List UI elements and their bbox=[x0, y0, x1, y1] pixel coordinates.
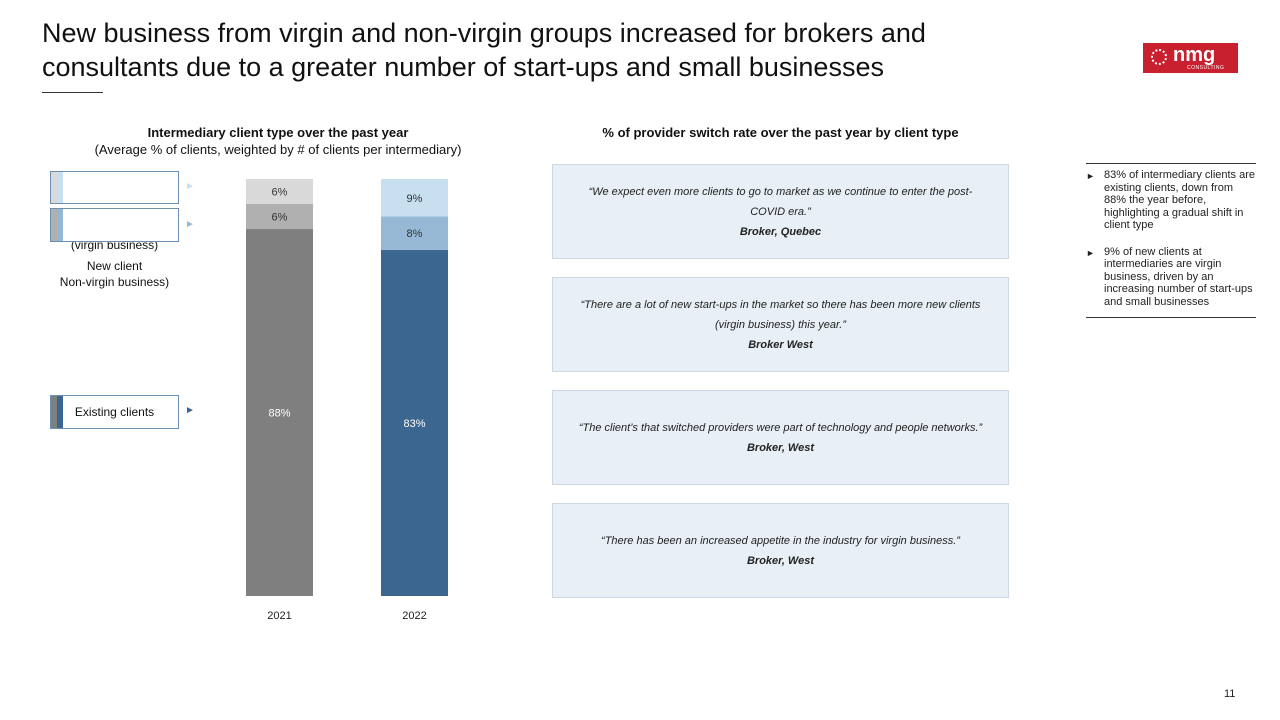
key-insights: ► 83% of intermediary clients are existi… bbox=[1086, 163, 1256, 318]
bar-segment-2022-0 bbox=[381, 249, 448, 596]
x-tick-label: 2022 bbox=[402, 610, 426, 622]
quote-source: Broker, Quebec bbox=[739, 225, 822, 238]
quote-text: “There has been an increased appetite in… bbox=[601, 534, 960, 547]
quote-source: Broker, West bbox=[746, 441, 815, 454]
legend-virgin: New client (virgin business) bbox=[50, 171, 179, 252]
bar-segment-2022-1 bbox=[381, 216, 448, 250]
data-label: 8% bbox=[407, 228, 423, 240]
insights-bottom-rule bbox=[1086, 317, 1256, 318]
logo-name: nmg bbox=[1173, 44, 1216, 66]
legend-non-virgin: New client Non-virgin business) bbox=[50, 208, 179, 289]
quote-body: “The client’s that switched providers we… bbox=[578, 421, 983, 434]
quote-text: “There are a lot of new start-ups in the… bbox=[580, 298, 981, 331]
bullet-triangle-icon: ► bbox=[1086, 171, 1095, 181]
legend-swatch-2022 bbox=[57, 209, 63, 241]
chart-title: Intermediary client type over the past y… bbox=[147, 125, 409, 140]
quote-box: “The client’s that switched providers we… bbox=[552, 390, 1009, 485]
legend-swatch-2022 bbox=[57, 172, 63, 203]
legend-existing-arrow-icon: ► bbox=[185, 405, 195, 416]
page-number: 11 bbox=[1224, 688, 1236, 700]
page-title: New business from virgin and non-virgin … bbox=[42, 18, 926, 82]
quote-box: “There has been an increased appetite in… bbox=[552, 503, 1009, 598]
quote-source: Broker West bbox=[748, 338, 813, 351]
chart-subtitle: (Average % of clients, weighted by # of … bbox=[94, 142, 462, 157]
data-label: 88% bbox=[268, 408, 290, 420]
title-underline bbox=[42, 92, 103, 93]
insight-text: 9% of new clients at intermediaries are … bbox=[1104, 245, 1253, 308]
legend-virgin-arrow-icon: ► bbox=[185, 181, 195, 192]
x-tick-label: 2021 bbox=[267, 610, 291, 622]
bar-segment-2022-2 bbox=[381, 179, 448, 217]
legend-swatch-2021 bbox=[51, 172, 57, 203]
stacked-bar-chart: 88% 6% 6% 2021 83% 8% 9% 2022 bbox=[246, 179, 448, 622]
legend-swatch-2021 bbox=[51, 209, 57, 241]
legend-non-virgin-label: New client Non-virgin business) bbox=[59, 259, 170, 289]
bullet-triangle-icon: ► bbox=[1086, 247, 1095, 258]
insight-bullet: ► 9% of new clients at intermediaries ar… bbox=[1086, 246, 1256, 309]
legend-existing-label: Existing clients bbox=[74, 405, 155, 419]
quote-box: “We expect even more clients to go to ma… bbox=[552, 164, 1009, 259]
legend-swatch-2021 bbox=[51, 396, 57, 428]
legend-swatch-2022 bbox=[57, 396, 63, 428]
bar-segment-2021-0 bbox=[246, 229, 313, 597]
insight-text: 83% of intermediary clients are existing… bbox=[1104, 169, 1256, 231]
insights-top-rule bbox=[1086, 163, 1256, 164]
nmg-logo: nmg CONSULTING bbox=[1143, 43, 1238, 73]
logo-subtitle: CONSULTING bbox=[1187, 65, 1225, 71]
data-label: 9% bbox=[407, 193, 423, 205]
logo-dots-icon bbox=[1151, 49, 1167, 65]
bar-segment-2021-1 bbox=[246, 204, 313, 230]
legend-non-virgin-arrow-icon: ► bbox=[185, 219, 195, 230]
data-label: 83% bbox=[403, 418, 425, 430]
quotes-section-title: % of provider switch rate over the past … bbox=[602, 125, 959, 140]
data-label: 6% bbox=[272, 187, 288, 199]
quote-text: “We expect even more clients to go to ma… bbox=[588, 185, 973, 218]
bar-segment-2021-2 bbox=[246, 179, 313, 205]
data-label: 6% bbox=[272, 212, 288, 224]
quote-box: “There are a lot of new start-ups in the… bbox=[552, 277, 1009, 372]
insight-bullet: ► 83% of intermediary clients are existi… bbox=[1086, 169, 1256, 232]
legend-existing: Existing clients bbox=[50, 395, 179, 429]
quote-source: Broker, West bbox=[746, 554, 815, 567]
quote-text: “The client’s that switched providers we… bbox=[577, 418, 984, 458]
